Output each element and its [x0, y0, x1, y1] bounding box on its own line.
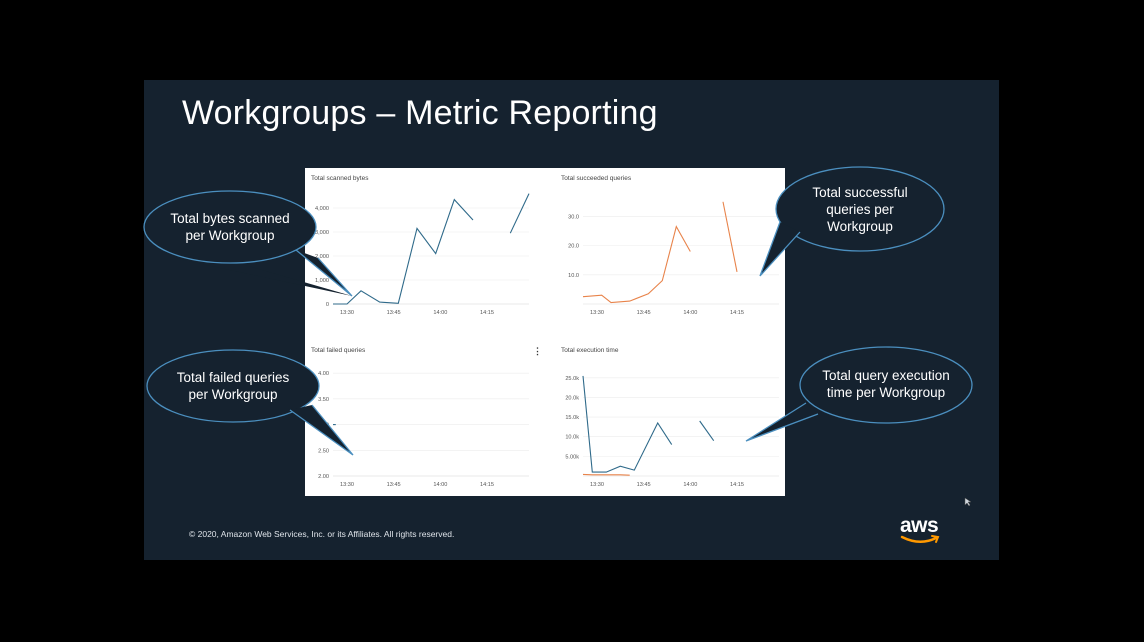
chart-canvas: 5.00k 10.0k 15.0k 20.0k 25.0k 13:30 13:45 14:00…	[565, 375, 779, 488]
y-tick-label: 4,000	[315, 206, 329, 212]
x-tick-label: 14:15	[480, 482, 494, 488]
y-tick-label: 3,000	[315, 230, 329, 236]
slide-title: Workgroups – Metric Reporting	[182, 94, 658, 132]
x-tick-label: 13:30	[340, 310, 354, 316]
chart-canvas: 2.00 2.50 3.00 3.50 4.00 13:30 13:45 14:00 14:15	[318, 371, 529, 488]
y-tick-label: 2,000	[315, 254, 329, 260]
metrics-dashboard-screenshot: 0 1,000 2,000 3,000 4,000 13:30 13:45 14:00 14:1…	[305, 168, 785, 496]
metric-total-scanned-bytes: 0 1,000 2,000 3,000 4,000 13:30 13:45 14:00 14:1…	[305, 168, 545, 332]
y-tick-label: 2.00	[318, 474, 329, 480]
series-line	[582, 473, 630, 476]
x-tick-label: 14:00	[683, 482, 697, 488]
callout-line: Total query execution	[822, 368, 950, 383]
metric-total-failed-queries: 2.00 2.50 3.00 3.50 4.00 13:30 13:45 14:00 14:15…	[305, 340, 545, 504]
y-tick-label: 10.0k	[565, 435, 579, 441]
callout-bytes-scanned-text: Total bytes scanned per Workgroup	[150, 210, 310, 244]
x-tick-label: 13:45	[387, 482, 401, 488]
aws-smile-icon	[900, 535, 940, 543]
series-line	[699, 420, 715, 442]
y-tick-label: 20.0	[568, 244, 579, 250]
y-tick-label: 30.0	[568, 214, 579, 220]
chart-title: Total succeeded queries	[561, 175, 632, 182]
callout-successful-queries-text: Total successful queries per Workgroup	[780, 184, 940, 235]
chart-canvas: 0 1,000 2,000 3,000 4,000 13:30 13:45 14:00 14:1…	[315, 193, 530, 316]
copyright-footer: © 2020, Amazon Web Services, Inc. or its…	[189, 529, 455, 539]
slide: Workgroups – Metric Reporting © 2020, Am…	[144, 80, 999, 560]
y-tick-label: 15.0k	[565, 415, 579, 421]
series-line	[582, 225, 691, 304]
x-tick-label: 13:30	[590, 482, 604, 488]
mouse-cursor-icon	[964, 497, 972, 507]
x-tick-label: 14:00	[683, 310, 697, 316]
callout-line: Total bytes scanned	[170, 211, 290, 226]
y-tick-label: 5.00k	[565, 454, 579, 460]
callout-line: time per Workgroup	[826, 385, 946, 400]
callout-failed-queries-text: Total failed queries per Workgroup	[153, 369, 313, 403]
x-tick-label: 14:00	[433, 482, 447, 488]
chart-title: Total execution time	[561, 347, 619, 354]
callout-line: Workgroup	[827, 219, 893, 234]
y-tick-label: 2.50	[318, 448, 329, 454]
series-line	[582, 375, 673, 473]
chart-canvas: 10.0 20.0 30.0 13:30 13:45 14:00 14:15	[568, 201, 779, 316]
x-tick-label: 13:30	[340, 482, 354, 488]
x-tick-label: 13:45	[637, 310, 651, 316]
y-tick-label: 20.0k	[565, 395, 579, 401]
more-options-icon[interactable]: ⋮	[533, 346, 542, 356]
y-tick-label: 1,000	[315, 278, 329, 284]
y-tick-label: 10.0	[568, 273, 579, 279]
y-tick-label: 0	[326, 302, 329, 308]
y-tick-label: 3.50	[318, 397, 329, 403]
x-tick-label: 13:45	[637, 482, 651, 488]
chart-title: Total failed queries	[311, 347, 366, 354]
x-tick-label: 14:15	[730, 310, 744, 316]
callout-execution-time-text: Total query execution time per Workgroup	[800, 367, 972, 401]
x-tick-label: 13:30	[590, 310, 604, 316]
metric-total-execution-time: 5.00k 10.0k 15.0k 20.0k 25.0k 13:30 13:45 14:00…	[555, 340, 795, 504]
x-tick-label: 14:15	[480, 310, 494, 316]
callout-line: per Workgroup	[185, 228, 275, 243]
y-tick-label: 4.00	[318, 371, 329, 377]
callout-line: queries per	[826, 202, 894, 217]
y-tick-label: 3.00	[318, 423, 329, 429]
y-tick-label: 25.0k	[565, 376, 579, 382]
series-line	[722, 201, 738, 273]
series-line	[333, 198, 474, 305]
aws-logo: aws	[900, 514, 946, 548]
callout-line: Total successful	[812, 185, 908, 200]
callout-line: Total failed queries	[176, 370, 290, 385]
chart-title: Total scanned bytes	[311, 175, 369, 182]
x-tick-label: 14:15	[730, 482, 744, 488]
callout-line: per Workgroup	[188, 387, 278, 402]
aws-logo-text: aws	[900, 514, 939, 537]
series-line	[509, 193, 530, 234]
x-tick-label: 13:45	[387, 310, 401, 316]
metric-total-succeeded-queries: 10.0 20.0 30.0 13:30 13:45 14:00 14:15 Total s…	[555, 168, 795, 332]
x-tick-label: 14:00	[433, 310, 447, 316]
